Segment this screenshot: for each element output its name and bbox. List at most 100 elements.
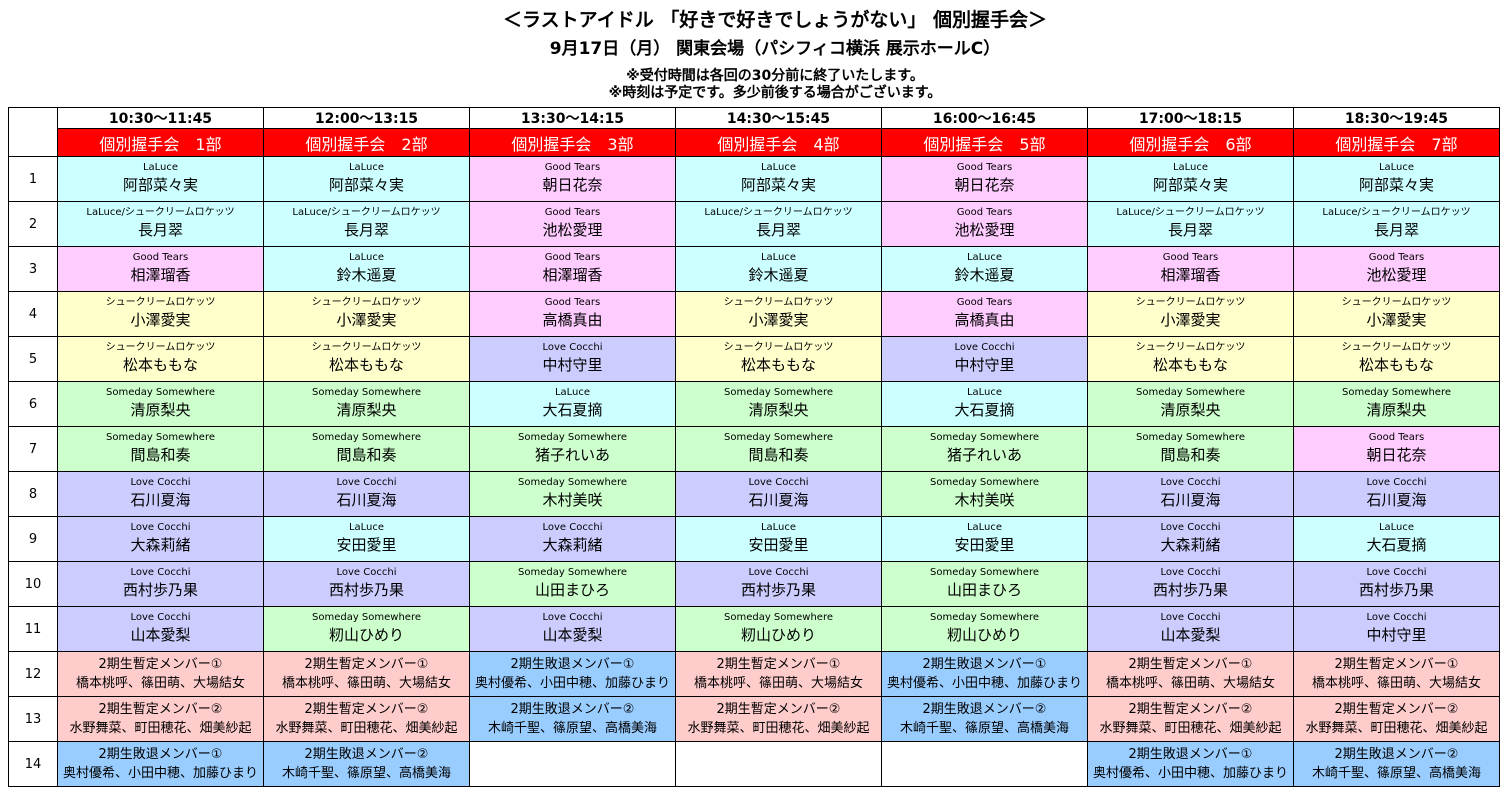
group-label: Love Cocchi: [336, 567, 397, 578]
group-label: Love Cocchi: [542, 612, 603, 623]
schedule-cell: Good Tears 相澤瑠香: [57, 246, 264, 292]
schedule-cell: 2期生敗退メンバー② 木崎千聖、篠原望、高橋美海: [469, 696, 676, 742]
schedule-cell: Love Cocchi 大森莉緒: [469, 516, 676, 562]
row-number: 10: [8, 561, 58, 607]
group-label: シュークリームロケッツ: [1341, 297, 1452, 308]
schedule-cell: Someday Somewhere 清原梨央: [1087, 381, 1294, 427]
member-name: 大森莉緒: [542, 536, 603, 554]
group-label: シュークリームロケッツ: [1135, 297, 1246, 308]
member-name: 阿部菜々実: [1358, 176, 1434, 194]
group-label: LaLuce: [1378, 522, 1415, 533]
row-number: 9: [8, 516, 58, 562]
group-label: 2期生敗退メンバー②: [510, 702, 635, 717]
schedule-cell: Someday Somewhere 清原梨央: [675, 381, 882, 427]
schedule-cell: シュークリームロケッツ 小澤愛実: [57, 291, 264, 337]
schedule-cell: LaLuce/シュークリームロケッツ 長月翠: [57, 201, 264, 247]
group-label: Good Tears: [544, 162, 601, 173]
group-label: 2期生敗退メンバー②: [922, 702, 1047, 717]
schedule-cell: Good Tears 相澤瑠香: [469, 246, 676, 292]
schedule-cell: Love Cocchi 西村歩乃果: [57, 561, 264, 607]
group-label: 2期生暫定メンバー②: [98, 702, 223, 717]
schedule-cell: LaLuce 大石夏摘: [881, 381, 1088, 427]
schedule-cell: Good Tears 高橋真由: [469, 291, 676, 337]
member-name: 阿部菜々実: [1152, 176, 1228, 194]
group-label: Love Cocchi: [1160, 567, 1221, 578]
member-name: 朝日花奈: [1366, 446, 1427, 464]
group-label: Love Cocchi: [1366, 477, 1427, 488]
member-name: 山本愛梨: [130, 626, 191, 644]
member-name: 安田愛里: [336, 536, 397, 554]
row-number: 1: [8, 156, 58, 202]
schedule-cell: Someday Somewhere 籾山ひめり: [263, 606, 470, 652]
part-header: 個別握手会 1部: [57, 128, 264, 157]
schedule-cell: 2期生暫定メンバー① 橋本桃呼、篠田萌、大場結女: [675, 651, 882, 697]
schedule-cell: 2期生暫定メンバー① 橋本桃呼、篠田萌、大場結女: [1087, 651, 1294, 697]
member-name: 清原梨央: [130, 401, 191, 419]
member-name: 山田まひろ: [946, 581, 1022, 599]
group-label: Someday Somewhere: [723, 432, 833, 443]
schedule-cell: 2期生暫定メンバー① 橋本桃呼、篠田萌、大場結女: [1293, 651, 1500, 697]
schedule-cell: Good Tears 相澤瑠香: [1087, 246, 1294, 292]
schedule-cell: Love Cocchi 西村歩乃果: [1087, 561, 1294, 607]
group-label: Good Tears: [1368, 432, 1425, 443]
schedule-cell: LaLuce 大石夏摘: [1293, 516, 1500, 562]
member-name: 橋本桃呼、篠田萌、大場結女: [693, 676, 863, 691]
schedule-cell: シュークリームロケッツ 松本ももな: [263, 336, 470, 382]
schedule-cell: 2期生暫定メンバー② 水野舞菜、町田穂花、畑美紗起: [263, 696, 470, 742]
schedule-cell: Someday Somewhere 山田まひろ: [469, 561, 676, 607]
member-name: 阿部菜々実: [122, 176, 198, 194]
group-label: 2期生暫定メンバー①: [1334, 657, 1459, 672]
part-header: 個別握手会 3部: [469, 128, 676, 157]
member-name: 小澤愛実: [748, 311, 809, 329]
member-name: 鈴木遥夏: [954, 266, 1015, 284]
member-name: 水野舞菜、町田穂花、畑美紗起: [687, 721, 870, 736]
schedule-cell: Love Cocchi 大森莉緒: [1087, 516, 1294, 562]
group-label: 2期生暫定メンバー②: [716, 702, 841, 717]
schedule-cell: 2期生暫定メンバー② 水野舞菜、町田穂花、畑美紗起: [1087, 696, 1294, 742]
group-label: Someday Somewhere: [105, 432, 215, 443]
group-label: シュークリームロケッツ: [1135, 342, 1246, 353]
member-name: 間島和奏: [130, 446, 191, 464]
member-name: 池松愛理: [1366, 266, 1427, 284]
member-name: 橋本桃呼、篠田萌、大場結女: [281, 676, 451, 691]
table-row: 9 Love Cocchi 大森莉緒 LaLuce 安田愛里 Love Cocchi 大森莉…: [8, 516, 1500, 562]
member-name: 橋本桃呼、篠田萌、大場結女: [1105, 676, 1275, 691]
group-label: LaLuce: [760, 522, 797, 533]
member-name: 朝日花奈: [954, 176, 1015, 194]
schedule-cell: 2期生敗退メンバー① 奥村優希、小田中穂、加藤ひまり: [1087, 741, 1294, 787]
group-label: 2期生敗退メンバー②: [304, 747, 429, 762]
group-label: 2期生暫定メンバー①: [304, 657, 429, 672]
schedule-cell: Love Cocchi 中村守里: [469, 336, 676, 382]
page-title: ＜ラストアイドル 「好きで好きでしょうがない」 個別握手会＞: [503, 9, 1047, 31]
group-label: Good Tears: [1368, 252, 1425, 263]
schedule-cell: LaLuce 安田愛里: [881, 516, 1088, 562]
schedule-cell: LaLuce 阿部菜々実: [675, 156, 882, 202]
member-name: 松本ももな: [328, 356, 404, 374]
group-label: Someday Somewhere: [311, 612, 421, 623]
schedule-cell: Good Tears 池松愛理: [469, 201, 676, 247]
row-number: 7: [8, 426, 58, 472]
schedule-cell: LaLuce/シュークリームロケッツ 長月翠: [1293, 201, 1500, 247]
member-name: 松本ももな: [1358, 356, 1434, 374]
group-label: シュークリームロケッツ: [1341, 342, 1452, 353]
group-label: Someday Somewhere: [311, 432, 421, 443]
time-slot-header: 13:30～14:15: [469, 107, 676, 129]
group-label: Love Cocchi: [130, 477, 191, 488]
member-name: 橋本桃呼、篠田萌、大場結女: [1311, 676, 1481, 691]
row-number: 8: [8, 471, 58, 517]
member-name: 水野舞菜、町田穂花、畑美紗起: [1099, 721, 1282, 736]
schedule-cell: LaLuce 安田愛里: [263, 516, 470, 562]
member-name: 西村歩乃果: [1358, 581, 1434, 599]
member-name: 鈴木遥夏: [336, 266, 397, 284]
member-name: 大森莉緒: [130, 536, 191, 554]
schedule-cell: Love Cocchi 山本愛梨: [469, 606, 676, 652]
schedule-cell: Someday Somewhere 間島和奏: [263, 426, 470, 472]
schedule-cell: 2期生敗退メンバー② 木崎千聖、篠原望、高橋美海: [1293, 741, 1500, 787]
member-name: 間島和奏: [336, 446, 397, 464]
group-label: 2期生暫定メンバー②: [1334, 702, 1459, 717]
schedule-cell: LaLuce 阿部菜々実: [1293, 156, 1500, 202]
row-number: 11: [8, 606, 58, 652]
schedule-cell: Someday Somewhere 間島和奏: [675, 426, 882, 472]
schedule-cell: LaLuce 鈴木遥夏: [881, 246, 1088, 292]
schedule-cell: Good Tears 池松愛理: [881, 201, 1088, 247]
